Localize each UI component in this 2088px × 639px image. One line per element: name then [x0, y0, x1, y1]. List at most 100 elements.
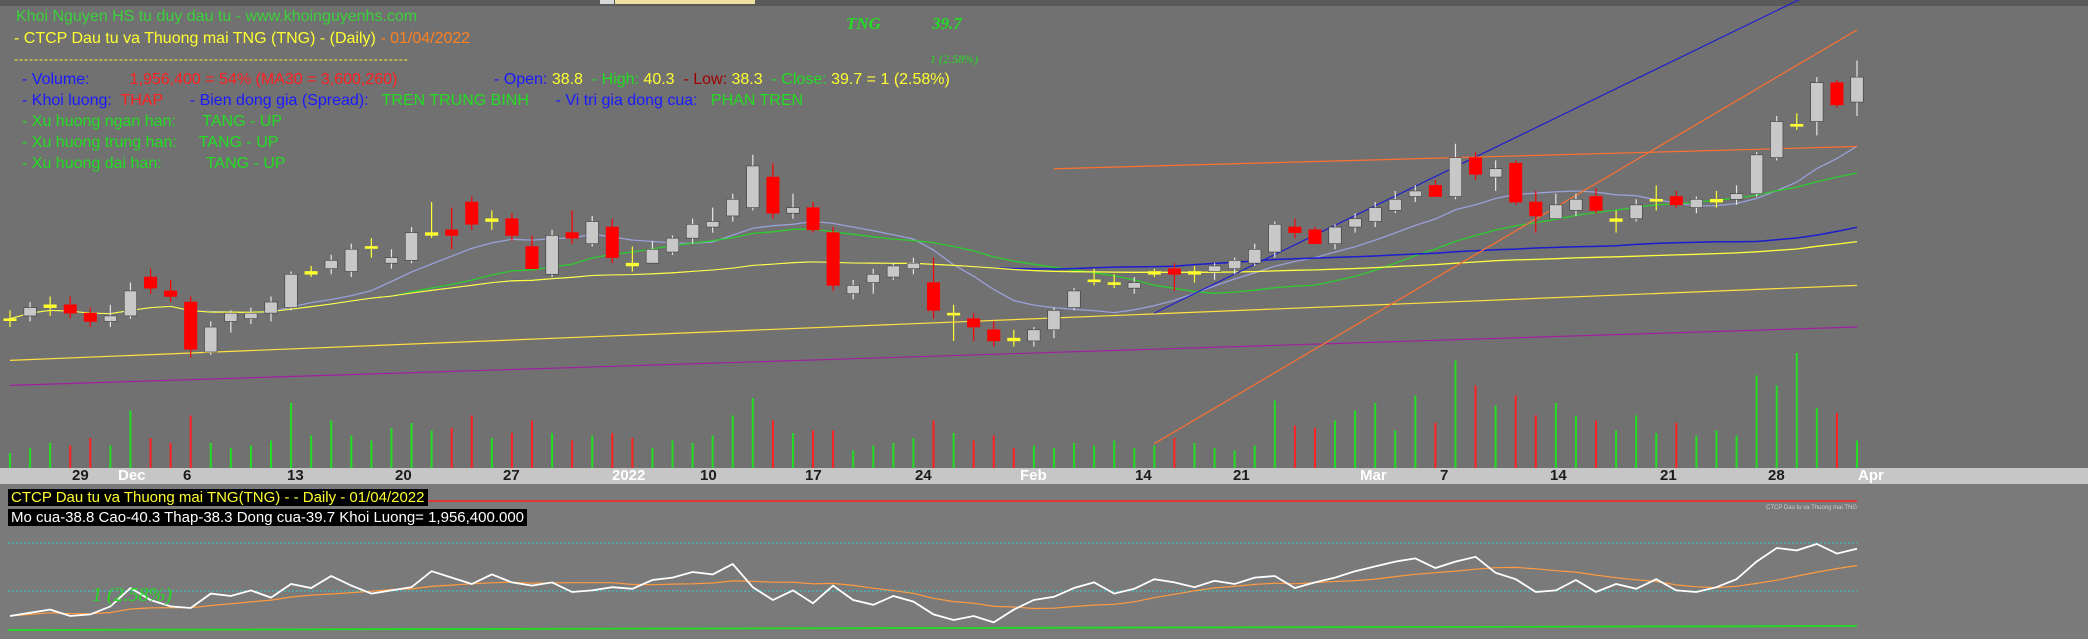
long-trend-line: [9, 326, 1858, 386]
oscillator-info: Mo cua-38.8 Cao-40.3 Thap-38.3 Dong cua-…: [8, 509, 528, 526]
x-tick-label: 27: [503, 467, 520, 484]
candle-body: [1469, 157, 1483, 175]
trend-long-value: TANG - UP: [205, 155, 286, 172]
candle-body: [1167, 268, 1181, 275]
candle-body: [184, 301, 198, 350]
candle-body: [826, 232, 840, 286]
khoiluong-label: - Khoi luong:: [22, 92, 112, 109]
trend-medium-label: - Xu huong trung han:: [22, 134, 177, 151]
candle-body: [906, 262, 920, 270]
candle-body: [987, 329, 1001, 342]
spread-label: - Bien dong gia (Spread):: [189, 92, 369, 109]
candle-body: [1529, 201, 1543, 217]
ma30-volume: (MA30 = 3,600,260): [255, 71, 398, 88]
oscillator-line: [9, 543, 1858, 624]
x-tick-label: Dec: [118, 467, 146, 484]
oscillator-watermark: CTCP Dau tu va Thuong mai TNG: [1766, 505, 1858, 511]
high-label: - High:: [591, 71, 639, 88]
candle-body: [1770, 121, 1784, 158]
candle-body: [1428, 185, 1442, 197]
x-tick-label: 10: [700, 467, 717, 484]
ma10-line: [9, 145, 1858, 320]
candle-body: [947, 312, 961, 316]
volume-label: - Volume:: [22, 71, 90, 88]
high-value: 40.3: [643, 71, 675, 88]
candle-body: [886, 265, 900, 278]
candle-body: [1328, 226, 1342, 245]
x-tick-label: 2022: [612, 467, 646, 484]
candle-body: [565, 232, 579, 239]
candle-body: [264, 301, 278, 314]
candle-body: [967, 318, 981, 328]
oscillator-panel[interactable]: CTCP Dau tu va Thuong mai TNG(TNG) - - D…: [0, 484, 2088, 639]
candle-body: [746, 165, 760, 208]
candle-body: [425, 232, 439, 236]
x-tick-label: 14: [1135, 467, 1152, 484]
trend-short-value: TANG - UP: [202, 113, 282, 130]
candle-body: [1288, 226, 1302, 233]
oscillator-change-label: 1 (2.58%): [92, 584, 172, 606]
candle-body: [926, 282, 941, 311]
khoiluong-value: THAP: [120, 92, 164, 109]
candle-body: [1388, 198, 1402, 211]
candle-body: [1509, 162, 1523, 203]
candle-body: [1790, 124, 1804, 127]
candle-body: [706, 221, 720, 228]
x-tick-label: Apr: [1858, 467, 1884, 484]
candle-body: [445, 229, 459, 236]
zero-line: [7, 625, 1858, 631]
candle-body: [244, 312, 258, 319]
candle-body: [1208, 265, 1222, 272]
price-chart-panel[interactable]: Khoi Nguyen HS tu duy dau tu - www.khoin…: [0, 0, 2088, 468]
top-tab-strip: [0, 0, 2088, 6]
oscillator-title: CTCP Dau tu va Thuong mai TNG(TNG) - - D…: [8, 489, 428, 506]
candle-body: [164, 290, 178, 297]
title-separator: ----------------------------------------…: [14, 52, 409, 66]
close-value: 39.7 = 1 (2.58%): [831, 71, 950, 88]
candle-body: [1047, 310, 1061, 331]
x-tick-label: 20: [395, 467, 412, 484]
candle-body: [726, 198, 740, 217]
candle-body: [144, 276, 158, 289]
candlestick-chart[interactable]: [0, 0, 2088, 468]
active-tab-marker[interactable]: [615, 0, 755, 4]
x-tick-label: 21: [1660, 467, 1677, 484]
candle-body: [1368, 207, 1382, 222]
candle-body: [1408, 190, 1422, 197]
x-tick-label: 17: [805, 467, 822, 484]
close-label: - Close:: [771, 71, 827, 88]
candle-body: [324, 260, 338, 270]
candle-body: [83, 312, 97, 322]
candle-body: [806, 207, 820, 231]
candle-body: [1147, 271, 1161, 275]
candle-body: [1067, 290, 1081, 308]
candle-body: [485, 218, 499, 222]
candle-body: [686, 223, 700, 239]
candle-body: [1308, 229, 1322, 245]
candle-body: [1669, 196, 1683, 206]
candle-body: [1730, 193, 1744, 200]
candle-body: [525, 246, 539, 270]
chart-title-text: - CTCP Dau tu va Thuong mai TNG (TNG) - …: [14, 30, 376, 47]
support-trend-line: [9, 284, 1858, 361]
x-tick-label: 29: [72, 467, 89, 484]
trend-medium: - Xu huong trung han: TANG - UP: [22, 134, 278, 152]
tab-marker[interactable]: [600, 0, 614, 4]
candle-body: [3, 318, 17, 321]
ticker-price: 39.7: [932, 14, 962, 33]
steep-trend-line: [1154, 0, 1800, 314]
volume-pct: = 54%: [205, 71, 252, 88]
candle-body: [1187, 271, 1202, 275]
candle-body: [1830, 82, 1844, 106]
x-tick-label: Mar: [1360, 467, 1387, 484]
stats-line: - Volume: 1,956,400 = 54% (MA30 = 3,600,…: [22, 71, 397, 89]
volume-value: 1,956,400: [129, 71, 201, 88]
candle-body: [1850, 76, 1864, 103]
candle-body: [1709, 198, 1723, 203]
candle-body: [43, 304, 57, 308]
low-value: 38.3: [731, 71, 763, 88]
low-label: - Low:: [683, 71, 728, 88]
candle-body: [1549, 204, 1563, 220]
candle-body: [1007, 337, 1021, 342]
chart-title-date: - 01/04/2022: [380, 30, 471, 47]
